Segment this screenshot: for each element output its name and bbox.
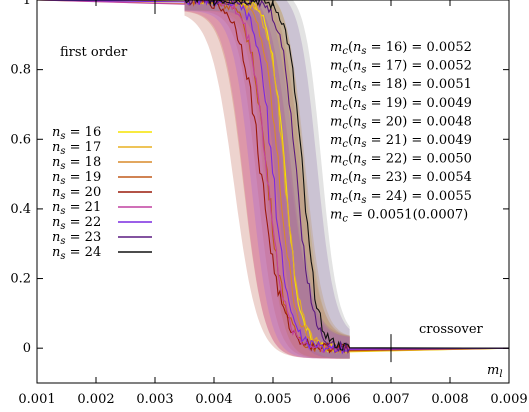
critical-mass-entry: mc(ns = 17) = 0.0052 [330,59,472,76]
regime-markers [154,0,392,363]
critical-mass-entry: mc = 0.0051(0.0007) [330,207,468,224]
y-tick-label: 0.4 [10,202,31,217]
x-tick-label: 0.003 [136,392,173,407]
x-tick-label: 0.009 [490,392,527,407]
critical-mass-entry: mc(ns = 23) = 0.0054 [330,170,472,187]
legend-label: ns = 23 [52,230,101,247]
x-tick-label: 0.007 [372,392,409,407]
x-axis-label: ml [487,363,503,380]
y-tick-label: 1 [23,0,31,8]
series-line-24 [37,0,510,351]
legend-label: ns = 16 [52,125,101,142]
band-24 [184,0,350,359]
critical-mass-entry: mc(ns = 16) = 0.0052 [330,40,472,57]
first-order-annotation: first order [60,45,128,60]
x-tick-label: 0.006 [313,392,350,407]
series-line-21 [36,0,510,354]
series-lines [36,0,510,355]
y-axis-ticks: 0 0.2 0.4 0.6 0.8 1 [10,0,509,356]
critical-mass-entry: mc(ns = 18) = 0.0051 [330,77,472,94]
legend-label: ns = 24 [52,245,101,262]
series-line-20 [37,0,510,354]
critical-mass-entry: mc(ns = 20) = 0.0048 [330,114,472,131]
legend-label: ns = 18 [52,155,101,172]
band-23 [184,0,350,359]
x-tick-label: 0.004 [195,392,232,407]
critical-mass-list: mc(ns = 16) = 0.0052 mc(ns = 17) = 0.0052… [330,40,472,224]
critical-mass-entry: mc(ns = 24) = 0.0055 [330,189,472,206]
x-tick-label: 0.001 [18,392,55,407]
critical-mass-entry: mc(ns = 22) = 0.0050 [330,152,472,169]
legend-label: ns = 17 [52,140,101,157]
y-tick-label: 0.6 [10,132,31,147]
series-line-22 [36,0,510,355]
legend-label: ns = 21 [52,200,101,217]
crossover-annotation: crossover [419,322,484,337]
y-tick-label: 0.8 [10,63,31,78]
critical-mass-entry: mc(ns = 21) = 0.0049 [330,133,472,150]
x-tick-label: 0.008 [431,392,468,407]
critical-mass-entry: mc(ns = 19) = 0.0049 [330,96,472,113]
y-tick-label: 0 [23,341,31,356]
y-tick-label: 0.2 [10,272,31,287]
legend-label: ns = 22 [52,215,101,232]
legend-label: ns = 20 [52,185,101,202]
x-tick-label: 0.005 [254,392,291,407]
legend-label: ns = 19 [52,170,101,187]
x-tick-label: 0.002 [77,392,114,407]
x-axis-label-text: ml [487,363,503,380]
